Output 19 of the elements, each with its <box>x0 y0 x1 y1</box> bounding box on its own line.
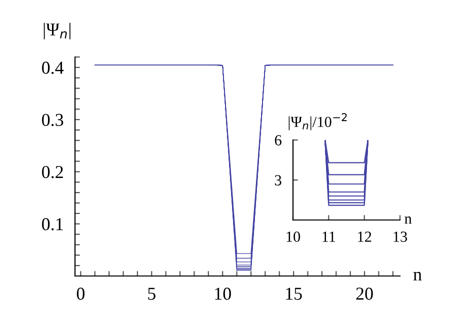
x-tick-label: 5 <box>148 288 156 300</box>
y-axis-title: |Ψ$_{n}$|/10$^{−2}$ <box>288 113 347 130</box>
y-tick-label: 0.1 <box>42 218 63 230</box>
x-axis-title: n <box>404 216 412 224</box>
y-tick-label: 0.4 <box>42 62 64 74</box>
y-tick-label: 0.3 <box>42 114 64 126</box>
y-tick-label: 3 <box>274 175 282 186</box>
x-tick-label: 0 <box>76 288 84 300</box>
x-tick-label: 15 <box>286 288 302 300</box>
x-tick-label: 10 <box>215 288 231 300</box>
x-axis-title: n <box>413 272 422 280</box>
x-tick-label: 10 <box>286 232 300 242</box>
x-tick-label: 13 <box>394 232 408 242</box>
y-axis-title: |Ψ$_{n}$| <box>44 22 70 40</box>
y-tick-label: 6 <box>274 135 282 146</box>
x-tick-label: 20 <box>356 288 373 300</box>
y-tick-label: 0.2 <box>42 166 63 178</box>
x-tick-label: 12 <box>358 232 372 242</box>
x-tick-label: 11 <box>322 232 336 242</box>
